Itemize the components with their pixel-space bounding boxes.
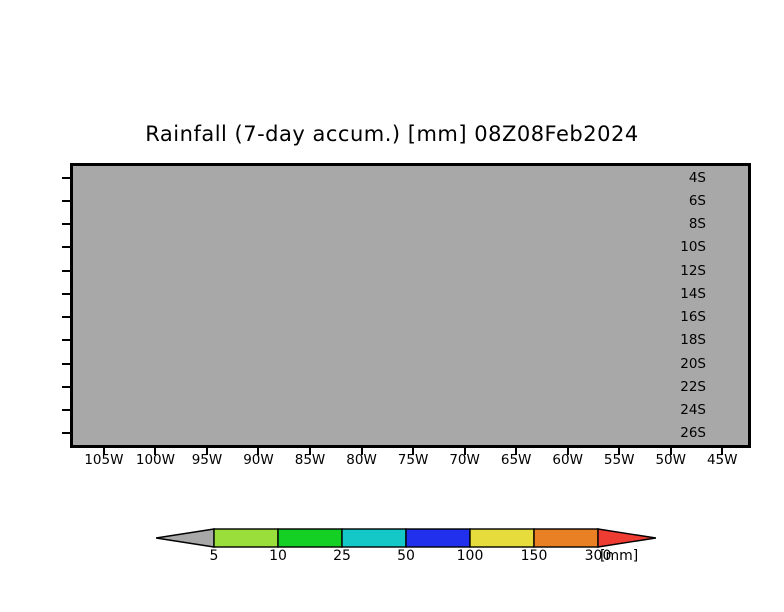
xtick-label-60w: 60W — [552, 452, 583, 468]
ytick-label-10s: 10S — [680, 239, 706, 256]
colorbar-tick-25: 25 — [333, 548, 351, 564]
xtick-label-55w: 55W — [603, 452, 635, 468]
ytick-mark-22s — [62, 385, 70, 388]
xtick-label-50w: 50W — [655, 452, 686, 468]
ytick-label-22s: 22S — [680, 378, 706, 395]
colorbar-tick-10: 10 — [269, 548, 287, 564]
colorbar-tick-100: 100 — [456, 548, 484, 564]
xtick-mark-60w — [566, 448, 569, 455]
xtick-mark-80w — [360, 448, 363, 455]
colorbar-bin-2 — [277, 528, 343, 548]
colorbar-tick-50: 50 — [397, 548, 415, 564]
colorbar-unit-label: [mm] — [600, 548, 639, 564]
colorbar-bin-5 — [469, 528, 535, 548]
ytick-label-14s: 14S — [680, 285, 706, 302]
colorbar-bin-under — [156, 528, 215, 548]
xtick-mark-50w — [669, 448, 672, 455]
xtick-label-45w: 45W — [706, 452, 738, 468]
xtick-label-75w: 75W — [397, 452, 429, 468]
xtick-label-80w: 80W — [346, 452, 377, 468]
xtick-mark-105w — [102, 448, 105, 455]
ytick-mark-26s — [62, 432, 70, 435]
xtick-mark-85w — [309, 448, 312, 455]
ytick-label-18s: 18S — [680, 332, 706, 349]
xtick-mark-100w — [154, 448, 157, 455]
xtick-label-95w: 95W — [191, 452, 223, 468]
ytick-mark-20s — [62, 362, 70, 365]
colorbar-tick-300: 300 — [584, 548, 612, 564]
map-plot-area — [70, 163, 751, 448]
xtick-label-100w: 100W — [135, 452, 175, 468]
colorbar-bin-4 — [405, 528, 471, 548]
xtick-mark-95w — [205, 448, 208, 455]
xtick-label-70w: 70W — [449, 452, 480, 468]
xtick-label-85w: 85W — [294, 452, 326, 468]
colorbar — [156, 527, 656, 549]
colorbar-bin-1 — [213, 528, 279, 548]
rainfall-field-canvas — [73, 166, 748, 445]
xtick-label-90w: 90W — [243, 452, 274, 468]
ytick-mark-18s — [62, 339, 70, 342]
ytick-label-20s: 20S — [680, 355, 706, 372]
xtick-mark-90w — [257, 448, 260, 455]
ytick-label-12s: 12S — [680, 262, 706, 279]
chart-title: Rainfall (7-day accum.) [mm] 08Z08Feb202… — [145, 122, 639, 146]
ytick-label-26s: 26S — [680, 425, 706, 442]
xtick-mark-45w — [721, 448, 724, 455]
colorbar-tick-5: 5 — [209, 548, 219, 564]
ytick-mark-10s — [62, 246, 70, 249]
xtick-label-105w: 105W — [84, 452, 124, 468]
ytick-mark-24s — [62, 409, 70, 412]
ytick-mark-14s — [62, 292, 70, 295]
xtick-mark-65w — [515, 448, 518, 455]
ytick-mark-4s — [62, 176, 70, 179]
colorbar-tick-150: 150 — [520, 548, 548, 564]
ytick-mark-16s — [62, 316, 70, 319]
ytick-mark-8s — [62, 223, 70, 226]
ytick-mark-6s — [62, 199, 70, 202]
ytick-label-16s: 16S — [680, 309, 706, 326]
colorbar-bin-3 — [341, 528, 407, 548]
ytick-label-4s: 4S — [688, 169, 706, 186]
ytick-mark-12s — [62, 269, 70, 272]
colorbar-bin-6 — [533, 528, 599, 548]
ytick-label-8s: 8S — [688, 216, 706, 233]
xtick-mark-75w — [412, 448, 415, 455]
xtick-mark-70w — [463, 448, 466, 455]
xtick-mark-55w — [618, 448, 621, 455]
ytick-label-6s: 6S — [688, 192, 706, 209]
xtick-label-65w: 65W — [500, 452, 532, 468]
ytick-label-24s: 24S — [680, 402, 706, 419]
colorbar-bin-over — [597, 528, 656, 548]
